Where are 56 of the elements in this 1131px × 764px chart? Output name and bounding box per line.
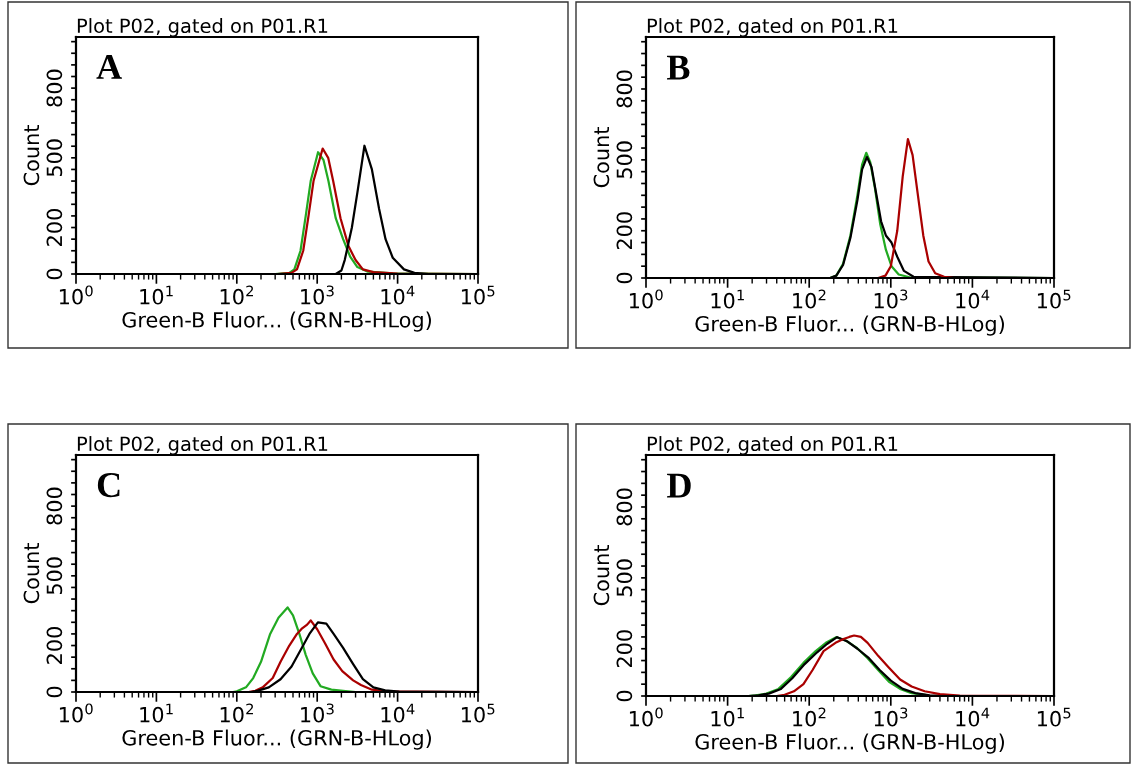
y-tick-label: 800: [616, 70, 633, 108]
y-tick-label: 500: [616, 559, 633, 597]
x-tick-label: 10$^{3}$: [301, 285, 334, 305]
x-tick-label: 10$^{3}$: [874, 289, 908, 309]
x-tick-label: 10$^{5}$: [1037, 707, 1071, 727]
y-tick-label: 500: [46, 139, 63, 177]
y-tick-label: 0: [616, 272, 633, 284]
y-tick-label: 500: [46, 557, 63, 595]
x-tick-label: 10$^{4}$: [381, 285, 415, 305]
x-tick-label: 10$^{4}$: [956, 707, 990, 727]
x-tick-label: 10$^{1}$: [711, 289, 744, 309]
y-axis-title: Count: [23, 543, 40, 604]
y-tick-label: 800: [46, 487, 63, 525]
y-tick-label: 200: [616, 212, 633, 250]
x-tick-label: 10$^{2}$: [220, 703, 253, 723]
y-tick-label: 200: [616, 630, 633, 668]
x-tick-label: 10$^{4}$: [956, 289, 990, 309]
annotation: B: [667, 55, 690, 80]
x-tick-label: 10$^{0}$: [59, 703, 93, 723]
x-tick-label: 10$^{4}$: [381, 703, 415, 723]
y-tick-label: 0: [616, 690, 633, 702]
chart-title: Plot P02, gated on P01.R1: [77, 18, 328, 37]
x-tick-label: 10$^{2}$: [220, 285, 253, 305]
x-tick-label: 10$^{1}$: [140, 703, 173, 723]
x-axis-title: Green-B Fluor... (GRN-B-HLog): [122, 729, 431, 750]
x-tick-label: 10$^{0}$: [629, 289, 663, 309]
x-axis-title: Green-B Fluor... (GRN-B-HLog): [695, 733, 1004, 754]
x-tick-label: 10$^{0}$: [629, 707, 663, 727]
y-axis-title: Count: [593, 545, 610, 606]
y-tick-label: 800: [616, 488, 633, 526]
annotation: C: [97, 472, 120, 498]
y-tick-label: 200: [46, 209, 63, 246]
y-tick-label: 800: [46, 69, 63, 107]
x-axis-title: Green-B Fluor... (GRN-B-HLog): [122, 311, 431, 332]
y-axis-title: Count: [593, 127, 610, 188]
x-tick-label: 10$^{3}$: [301, 703, 334, 723]
x-tick-label: 10$^{2}$: [793, 289, 826, 309]
x-tick-label: 10$^{5}$: [461, 703, 495, 723]
x-tick-label: 10$^{0}$: [59, 285, 93, 305]
chart-title: Plot P02, gated on P01.R1: [77, 436, 328, 455]
y-tick-label: 0: [46, 686, 63, 698]
x-tick-label: 10$^{1}$: [140, 285, 173, 305]
y-axis-title: Count: [23, 125, 40, 186]
y-tick-label: 200: [46, 627, 63, 664]
annotation: A: [96, 55, 122, 79]
annotation: D: [667, 473, 691, 498]
x-tick-label: 10$^{2}$: [793, 707, 826, 727]
x-tick-label: 10$^{5}$: [461, 285, 495, 305]
chart-title: Plot P02, gated on P01.R1: [647, 18, 898, 37]
x-tick-label: 10$^{1}$: [711, 707, 744, 727]
y-tick-label: 500: [616, 141, 633, 179]
x-axis-title: Green-B Fluor... (GRN-B-HLog): [695, 315, 1004, 336]
x-tick-label: 10$^{3}$: [874, 707, 908, 727]
chart-title: Plot P02, gated on P01.R1: [647, 436, 898, 455]
x-tick-label: 10$^{5}$: [1037, 289, 1071, 309]
y-tick-label: 0: [46, 268, 63, 280]
